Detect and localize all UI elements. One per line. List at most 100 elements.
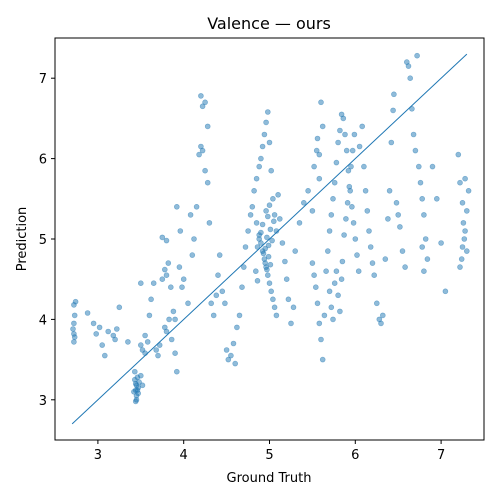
data-point: [341, 232, 347, 238]
data-point: [296, 220, 303, 226]
data-point: [71, 339, 77, 345]
data-point: [316, 320, 323, 327]
data-point: [254, 244, 261, 250]
data-point: [168, 284, 174, 291]
data-point: [433, 196, 440, 202]
data-point: [335, 292, 341, 299]
data-point: [204, 179, 211, 186]
data-point: [84, 310, 91, 316]
y-tick-label: 4: [39, 313, 47, 328]
data-point: [421, 212, 427, 218]
data-point: [462, 175, 468, 182]
data-point: [236, 312, 243, 319]
data-point: [172, 350, 178, 357]
data-point: [318, 336, 324, 343]
data-point: [199, 147, 206, 154]
data-point: [338, 276, 345, 283]
reference-line: [71, 53, 468, 425]
data-point: [378, 320, 384, 327]
data-point: [385, 216, 391, 222]
data-point: [163, 237, 170, 244]
data-point: [162, 266, 168, 273]
data-point: [266, 202, 273, 208]
data-point: [344, 200, 351, 206]
data-point: [155, 352, 161, 359]
data-point: [225, 356, 232, 363]
data-point: [405, 63, 412, 69]
data-point: [342, 131, 348, 138]
data-point: [354, 252, 360, 258]
data-point: [199, 103, 206, 110]
data-point: [159, 276, 166, 283]
data-point: [174, 368, 180, 375]
data-point: [262, 260, 269, 266]
data-point: [268, 288, 275, 295]
data-point: [273, 312, 280, 319]
data-point: [330, 196, 336, 202]
data-point: [455, 151, 462, 158]
data-point: [264, 234, 270, 241]
data-point: [330, 316, 336, 323]
plot-frame: [54, 37, 485, 441]
data-point: [388, 139, 395, 146]
data-point: [264, 109, 271, 115]
ticks-layer: 3 4 5 6 7 3 4 5 6 7: [39, 72, 446, 463]
data-point: [265, 253, 272, 260]
data-point: [241, 264, 247, 270]
data-point: [393, 200, 400, 206]
data-point: [419, 244, 426, 250]
data-point: [282, 258, 288, 265]
data-point: [397, 224, 403, 230]
data-point: [422, 236, 429, 242]
data-point: [463, 248, 470, 254]
data-point: [228, 352, 234, 359]
data-point: [300, 200, 307, 206]
data-point: [189, 252, 196, 258]
data-point: [429, 163, 436, 170]
data-point: [196, 151, 202, 158]
data-point: [239, 284, 245, 291]
data-point: [331, 280, 338, 287]
data-point: [391, 91, 397, 98]
data-point: [159, 234, 166, 241]
data-point: [417, 179, 424, 186]
data-point: [409, 106, 415, 112]
data-point: [313, 147, 320, 154]
data-point: [340, 115, 347, 122]
data-point: [138, 372, 144, 379]
data-point: [165, 260, 172, 266]
data-point: [266, 139, 273, 146]
y-tick-label: 7: [39, 72, 47, 87]
data-point: [321, 312, 328, 319]
data-point: [230, 340, 237, 347]
data-point: [138, 342, 144, 348]
data-point: [150, 280, 157, 287]
data-point: [339, 258, 346, 265]
data-point: [259, 143, 266, 150]
data-point: [260, 250, 267, 257]
data-point: [202, 167, 208, 174]
data-point: [166, 316, 172, 323]
data-point: [204, 123, 211, 130]
data-point: [270, 218, 277, 225]
data-point: [168, 336, 175, 343]
data-point: [438, 240, 444, 246]
reference-line-layer: [71, 53, 468, 425]
data-point: [369, 260, 376, 266]
y-tick-label: 5: [39, 233, 47, 248]
data-point: [105, 328, 111, 335]
data-point: [343, 216, 349, 222]
data-point: [419, 196, 426, 202]
data-point: [349, 147, 356, 154]
data-point: [210, 312, 217, 319]
x-tick-label: 6: [351, 448, 359, 463]
data-point: [382, 256, 389, 262]
data-point: [136, 379, 142, 385]
data-point: [267, 261, 274, 268]
data-point: [99, 342, 105, 348]
data-point: [351, 131, 358, 138]
data-point: [463, 208, 470, 214]
data-point: [333, 268, 340, 275]
data-point: [71, 320, 77, 327]
y-tick-label: 3: [39, 394, 47, 409]
